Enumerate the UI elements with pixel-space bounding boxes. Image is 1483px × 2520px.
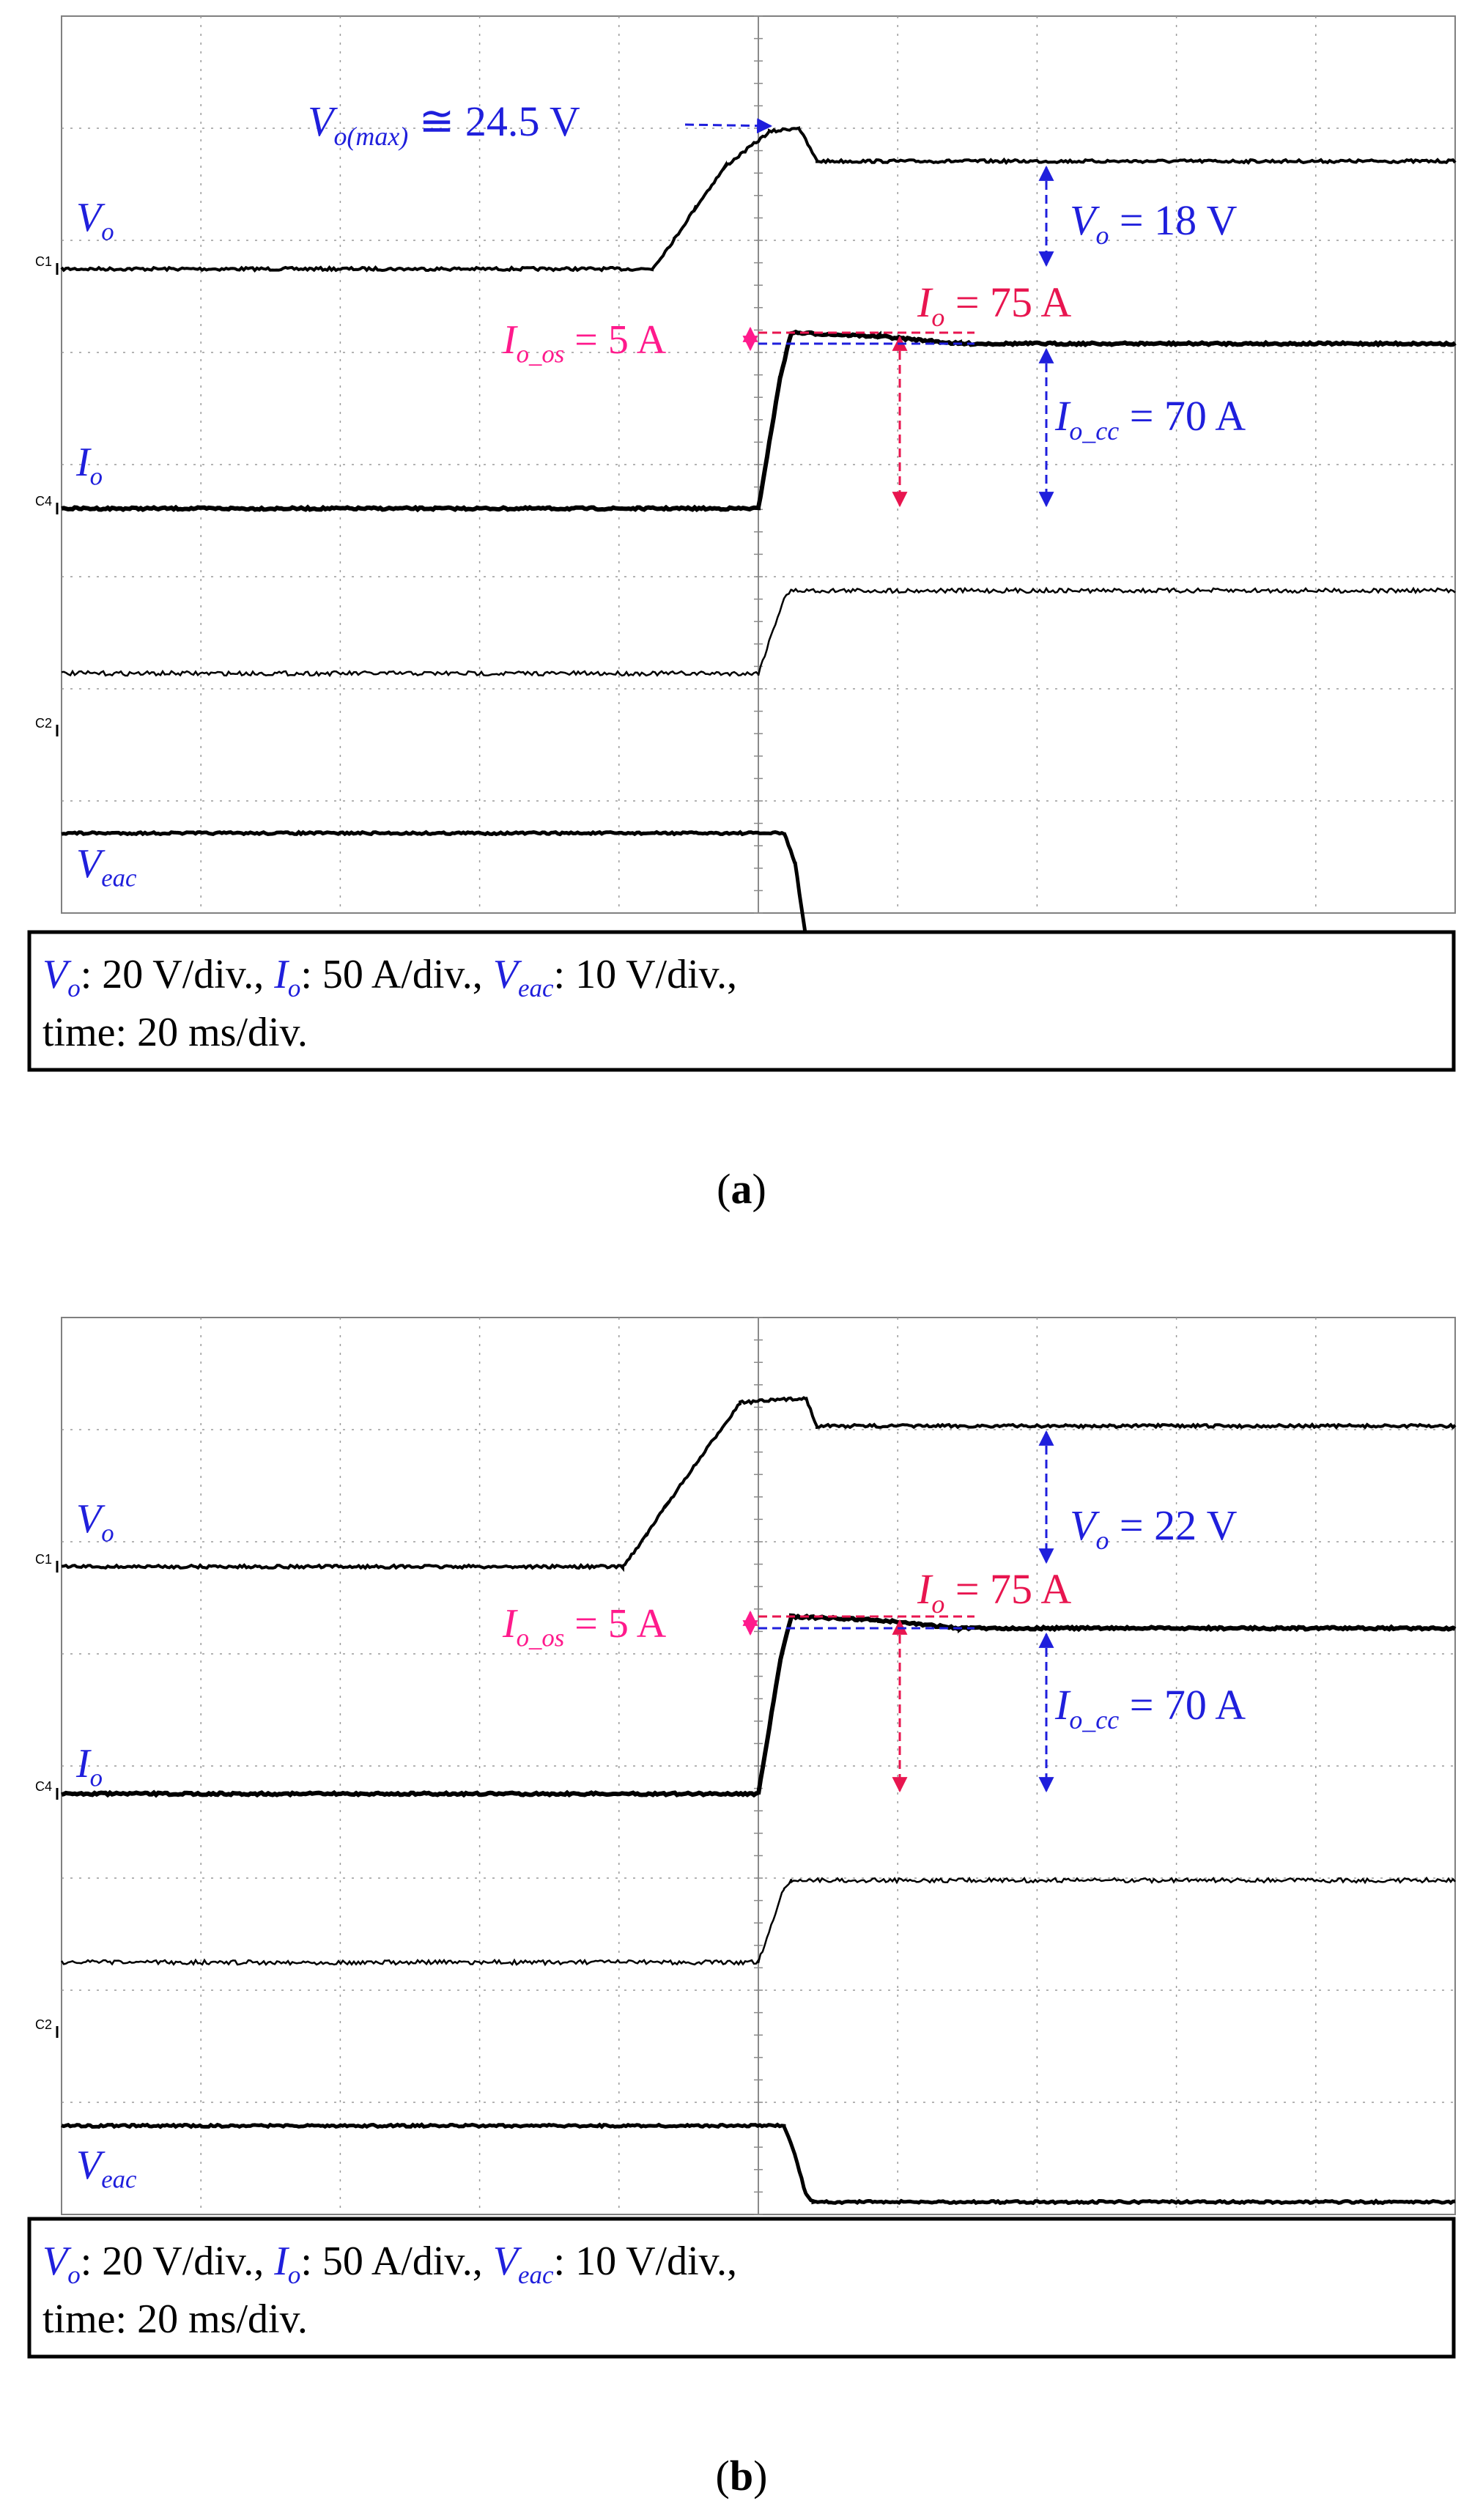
panel-caption: (a) xyxy=(717,1165,766,1213)
channel-marker-c2: C2 xyxy=(35,2017,52,2032)
trace-veac xyxy=(61,2122,1456,2206)
scale-legend-line1: Vo: 20 V/div., Io: 50 A/div., Veac: 10 V… xyxy=(42,2239,737,2289)
annotation-vo-max: Vo(max) ≅ 24.5 V xyxy=(308,97,580,151)
trace-io xyxy=(61,1613,1457,1798)
trace-vo xyxy=(60,126,1457,273)
annotation-vo: Vo = 18 V xyxy=(1070,196,1238,250)
channel-marker-c2: C2 xyxy=(35,716,52,731)
trace-io xyxy=(61,329,1457,513)
label-io: Io xyxy=(75,1741,103,1792)
scale-legend-line2: time: 20 ms/div. xyxy=(42,2297,308,2342)
label-io: Io xyxy=(75,440,103,490)
channel-marker-c1: C1 xyxy=(35,254,52,269)
annotation-io-os: Io_os = 5 A xyxy=(502,1601,667,1652)
panel-a: C1C4C2C3VoIoVeacVo(max) ≅ 24.5 VVo = 18 … xyxy=(27,15,1457,1213)
scale-legend-box xyxy=(27,2217,1456,2359)
annotation-io: Io = 75 A xyxy=(917,1565,1071,1619)
label-veac: Veac xyxy=(76,2143,137,2193)
scale-legend-line1: Vo: 20 V/div., Io: 50 A/div., Veac: 10 V… xyxy=(42,952,737,1002)
trace-c2 xyxy=(61,586,1456,678)
label-veac: Veac xyxy=(76,841,137,892)
annotation-io-cc: Io_cc = 70 A xyxy=(1054,1681,1246,1734)
label-vo: Vo xyxy=(76,195,114,245)
scale-legend-box xyxy=(27,930,1456,1072)
scope-grid xyxy=(62,1317,1455,2215)
label-vo: Vo xyxy=(76,1496,114,1547)
channel-marker-c4: C4 xyxy=(35,1779,52,1794)
annotation-vo: Vo = 22 V xyxy=(1070,1501,1238,1555)
annotation-io: Io = 75 A xyxy=(917,278,1071,332)
scale-legend-line2: time: 20 ms/div. xyxy=(42,1010,308,1055)
trace-vo xyxy=(61,1396,1457,1573)
panel-caption: (b) xyxy=(716,2452,768,2499)
arrow-vo-max xyxy=(684,118,773,134)
channel-marker-c1: C1 xyxy=(35,1552,52,1567)
trace-c2 xyxy=(60,1876,1456,1967)
annotation-io-cc: Io_cc = 70 A xyxy=(1054,392,1246,446)
panel-b: C1C4C2C3VoIoVeacVo = 22 VIo = 75 AIo_os … xyxy=(27,1317,1457,2499)
annotation-io-os: Io_os = 5 A xyxy=(502,317,667,368)
channel-marker-c4: C4 xyxy=(35,494,52,509)
